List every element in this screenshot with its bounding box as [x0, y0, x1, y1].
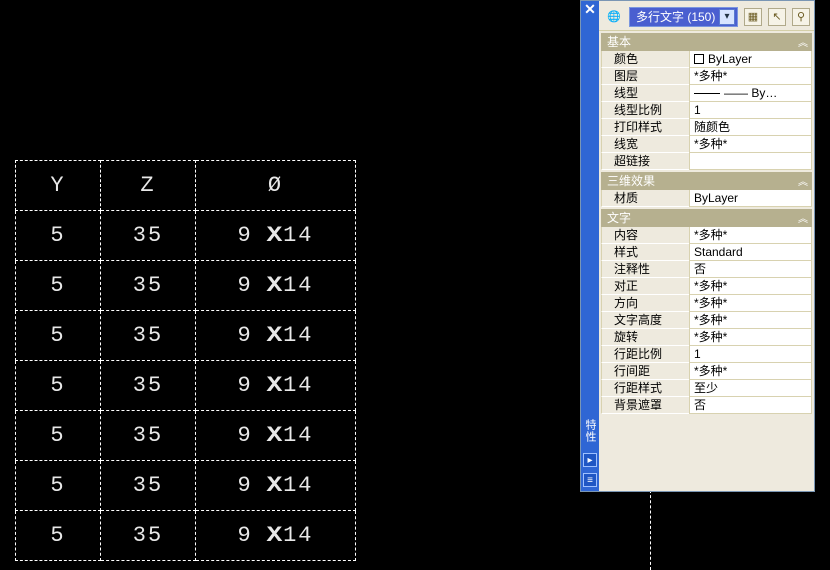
palette-toolbar: 🌐 多行文字 (150) ▾ ▦ ↖ ⚲ [599, 1, 814, 31]
prop-row: 线型—— By… [601, 85, 812, 102]
chevron-up-icon: ︽ [798, 35, 808, 53]
col-header-diam: Ø [196, 161, 356, 211]
section-head-basic[interactable]: 基本︽ [601, 33, 812, 51]
linetype-icon [694, 93, 720, 94]
prop-row: 行距样式至少 [601, 380, 812, 397]
table-row: 5359 X14 [16, 511, 356, 561]
prop-row: 超链接 [601, 153, 812, 170]
prop-value[interactable]: *多种* [689, 312, 812, 329]
prop-row: 线宽*多种* [601, 136, 812, 153]
prop-row: 文字高度*多种* [601, 312, 812, 329]
prop-value[interactable]: 1 [689, 102, 812, 119]
chevron-up-icon: ︽ [798, 211, 808, 229]
table-row: 5359 X14 [16, 311, 356, 361]
prop-value[interactable]: ByLayer [689, 51, 812, 68]
prop-row: 行距比例1 [601, 346, 812, 363]
cad-table: Y Z Ø 5359 X14 5359 X14 5359 X14 5359 X1… [15, 160, 356, 561]
table-row: Y Z Ø [16, 161, 356, 211]
prop-value[interactable]: 否 [689, 261, 812, 278]
prop-value[interactable]: 随颜色 [689, 119, 812, 136]
prop-row: 颜色ByLayer [601, 51, 812, 68]
prop-row: 图层*多种* [601, 68, 812, 85]
prop-row: 材质ByLayer [601, 190, 812, 207]
table-row: 5359 X14 [16, 411, 356, 461]
palette-titlebar[interactable]: ✕ 特性 ▸ ≡ [581, 1, 599, 491]
prop-row: 旋转*多种* [601, 329, 812, 346]
section-head-3d[interactable]: 三维效果︽ [601, 172, 812, 190]
object-type-selector[interactable]: 多行文字 (150) ▾ [629, 7, 738, 27]
properties-sections: 基本︽ 颜色ByLayer 图层*多种* 线型—— By… 线型比例1 打印样式… [599, 31, 814, 491]
pickadd-icon[interactable]: ▦ [744, 8, 762, 26]
col-header-y: Y [16, 161, 101, 211]
selector-label: 多行文字 (150) [636, 8, 715, 25]
divider [650, 490, 651, 570]
table-row: 5359 X14 [16, 261, 356, 311]
prop-row: 线型比例1 [601, 102, 812, 119]
palette-body: 🌐 多行文字 (150) ▾ ▦ ↖ ⚲ 基本︽ 颜色ByLayer 图层*多种… [599, 1, 814, 491]
prop-value[interactable]: ByLayer [689, 190, 812, 207]
prop-value[interactable]: *多种* [689, 227, 812, 244]
properties-palette: ✕ 特性 ▸ ≡ 🌐 多行文字 (150) ▾ ▦ ↖ ⚲ 基本︽ 颜色ByLa… [580, 0, 815, 492]
prop-value[interactable]: *多种* [689, 363, 812, 380]
close-icon[interactable]: ✕ [583, 3, 597, 17]
prop-value[interactable]: 至少 [689, 380, 812, 397]
menu-icon[interactable]: ≡ [583, 473, 597, 487]
table-row: 5359 X14 [16, 361, 356, 411]
col-header-z: Z [101, 161, 196, 211]
prop-row: 打印样式随颜色 [601, 119, 812, 136]
palette-title: 特性 [582, 419, 598, 443]
prop-row: 行间距*多种* [601, 363, 812, 380]
prop-value[interactable] [689, 153, 812, 170]
chevron-down-icon[interactable]: ▾ [719, 9, 735, 25]
prop-value[interactable]: *多种* [689, 136, 812, 153]
prop-row: 内容*多种* [601, 227, 812, 244]
select-objects-icon[interactable]: ↖ [768, 8, 786, 26]
prop-row: 对正*多种* [601, 278, 812, 295]
prop-row: 方向*多种* [601, 295, 812, 312]
prop-value[interactable]: *多种* [689, 295, 812, 312]
app-icon: 🌐 [605, 8, 623, 26]
prop-value[interactable]: *多种* [689, 68, 812, 85]
autohide-icon[interactable]: ▸ [583, 453, 597, 467]
table-row: 5359 X14 [16, 211, 356, 261]
chevron-up-icon: ︽ [798, 174, 808, 192]
prop-value[interactable]: 1 [689, 346, 812, 363]
section-head-text[interactable]: 文字︽ [601, 209, 812, 227]
prop-value[interactable]: Standard [689, 244, 812, 261]
color-swatch-icon [694, 54, 704, 64]
table-row: 5359 X14 [16, 461, 356, 511]
quick-select-icon[interactable]: ⚲ [792, 8, 810, 26]
prop-value[interactable]: *多种* [689, 329, 812, 346]
prop-value[interactable]: *多种* [689, 278, 812, 295]
prop-row: 样式Standard [601, 244, 812, 261]
prop-value[interactable]: 否 [689, 397, 812, 414]
prop-value[interactable]: —— By… [689, 85, 812, 102]
prop-row: 注释性否 [601, 261, 812, 278]
prop-row: 背景遮罩否 [601, 397, 812, 414]
